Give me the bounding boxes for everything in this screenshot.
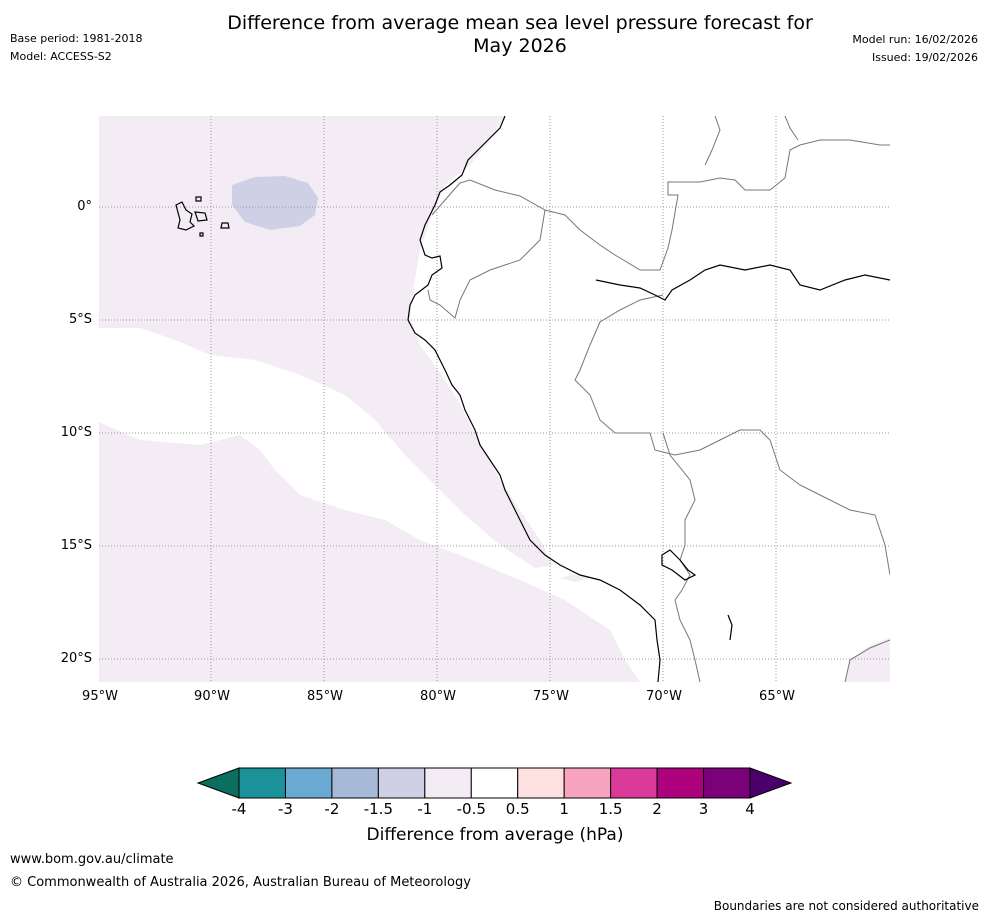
border-guyana — [784, 116, 799, 141]
title-line-1: Difference from average mean sea level p… — [227, 12, 813, 34]
footer-disclaimer: Boundaries are not considered authoritat… — [713, 899, 979, 913]
galapagos-espanola — [199, 232, 204, 237]
colorbar-swatch — [470, 767, 519, 799]
lake-titicaca — [661, 549, 697, 581]
galapagos-isabela — [175, 201, 196, 231]
coastlines — [175, 116, 890, 682]
right-metadata: Model run: 16/02/2026 Issued: 19/02/2026 — [852, 31, 978, 67]
y-tick-20s: 20°S — [60, 651, 92, 666]
left-metadata: Base period: 1981-2018 Model: ACCESS-S2 — [10, 30, 142, 66]
anomaly-region-minus-0-5-east — [845, 638, 890, 682]
colorbar-swatch — [424, 767, 472, 799]
colorbar-swatch — [284, 767, 333, 799]
galapagos-santa-cruz — [194, 211, 208, 222]
galapagos-san-cristobal — [220, 222, 230, 229]
colorbar-tick: -3 — [277, 800, 293, 818]
colorbar-tick: 3 — [698, 800, 709, 818]
y-tick-0: 0° — [77, 199, 92, 214]
graticule — [99, 116, 890, 682]
colorbar-swatch — [331, 767, 379, 799]
anomaly-region-minus-0-5 — [99, 116, 553, 568]
x-tick-90w: 90°W — [194, 689, 230, 704]
y-tick-15s: 15°S — [60, 538, 92, 553]
colorbar-tick: 0.5 — [505, 800, 530, 818]
country-borders — [427, 116, 890, 682]
border-colombia-brazil — [459, 139, 890, 271]
footer-url[interactable]: www.bom.gov.au/climate — [10, 852, 174, 867]
colorbar-swatch — [703, 767, 751, 799]
river-amazon — [595, 264, 890, 301]
anomaly-region-minus-1 — [232, 176, 318, 230]
y-tick-10s: 10°S — [60, 425, 92, 440]
colorbar-swatch — [517, 767, 565, 799]
colorbar-tick: -2 — [324, 800, 340, 818]
lake-poopo — [727, 614, 733, 641]
model-run: Model run: 16/02/2026 — [852, 33, 978, 46]
border-peru-brazil-bolivia — [574, 294, 890, 576]
colorbar-tick: -4 — [231, 800, 247, 818]
colorbar-tick: 4 — [745, 800, 755, 818]
colorbar-swatch — [656, 767, 705, 799]
base-period: Base period: 1981-2018 — [10, 32, 143, 45]
colorbar-swatch — [610, 767, 658, 799]
map-title: Difference from average mean sea level p… — [150, 12, 890, 58]
border-paraguay — [844, 639, 890, 682]
x-tick-85w: 85°W — [307, 689, 343, 704]
border-colombia-ecuador-north — [431, 182, 461, 216]
coastline-pacific — [407, 116, 661, 682]
colorbar-tick: 1.5 — [598, 800, 623, 818]
colorbar-swatch — [563, 767, 612, 799]
border-ecuador-peru — [427, 209, 546, 319]
galapagos-santiago — [195, 196, 202, 202]
colorbar-tick: -1.5 — [363, 800, 393, 818]
border-venezuela — [704, 116, 721, 166]
colorbar-tick: -0.5 — [456, 800, 486, 818]
colorbar-extend-min — [196, 767, 240, 799]
border-peru-bolivia — [662, 432, 701, 682]
x-tick-95w: 95°W — [82, 689, 118, 704]
footer-copyright: © Commonwealth of Australia 2026, Austra… — [10, 875, 471, 890]
model-name: Model: ACCESS-S2 — [10, 50, 112, 63]
issued-date: Issued: 19/02/2026 — [871, 51, 978, 64]
x-tick-70w: 70°W — [646, 689, 682, 704]
colorbar-swatch — [377, 767, 426, 799]
anomaly-region-minus-0-5-south — [99, 422, 640, 682]
colorbar-tick: 1 — [559, 800, 569, 818]
title-line-2: May 2026 — [473, 35, 567, 57]
y-tick-5s: 5°S — [68, 312, 92, 327]
x-tick-75w: 75°W — [533, 689, 569, 704]
colorbar-extend-max — [749, 767, 793, 799]
colorbar-tick: 2 — [652, 800, 662, 818]
x-tick-80w: 80°W — [420, 689, 456, 704]
x-tick-65w: 65°W — [759, 689, 795, 704]
colorbar-tick: -1 — [417, 800, 433, 818]
colorbar-label: Difference from average (hPa) — [366, 825, 624, 845]
colorbar-swatch — [238, 767, 286, 799]
